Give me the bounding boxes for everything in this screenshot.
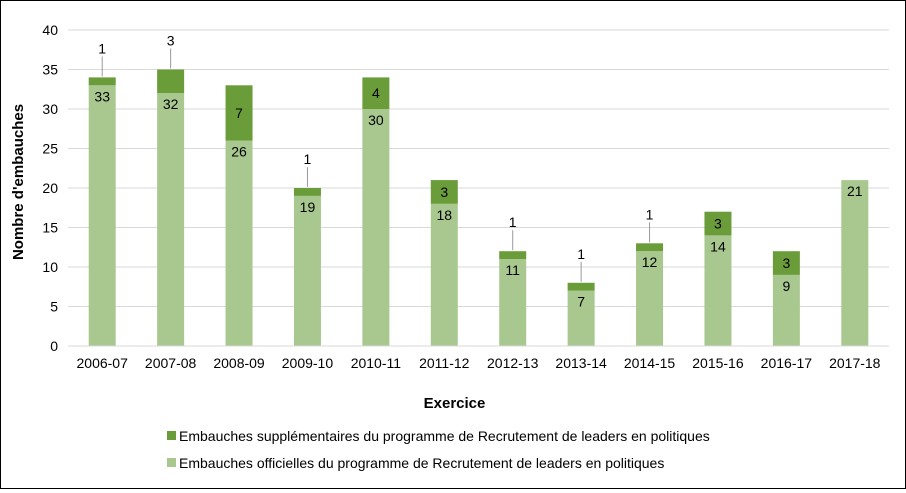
gridlines [68,29,889,307]
x-tick-label: 2008-09 [213,355,265,371]
bar-supplementary [293,188,321,196]
data-label-official: 11 [505,262,520,278]
bar-supplementary [636,243,664,252]
data-label-official: 19 [300,199,316,215]
bar-official [225,140,253,346]
x-axis-title: Exercice [424,395,486,412]
y-tick-label: 35 [42,62,58,78]
y-tick-label: 10 [42,259,58,275]
bar-official [430,203,458,346]
x-tick-label: 2016-17 [761,355,813,371]
data-label-supplementary: 3 [167,33,175,49]
data-label-official: 14 [710,238,726,254]
data-label-official: 12 [642,254,658,270]
x-tick-label: 2015-16 [692,355,744,371]
y-axis-ticks: 0 5 10 15 20 25 30 35 40 [42,22,58,354]
legend: Embauches supplémentaires du programme d… [167,428,710,471]
y-tick-label: 30 [42,101,58,117]
bars [88,69,869,347]
x-tick-label: 2017-18 [829,355,881,371]
data-label-supplementary: 1 [509,214,517,230]
bar-official [636,251,664,346]
y-tick-label: 5 [50,299,58,315]
bar-official [157,93,185,346]
y-tick-label: 20 [42,180,58,196]
bar-supplementary [499,251,527,260]
legend-swatch [167,431,176,440]
x-tick-label: 2010-11 [351,355,402,371]
data-label-official: 21 [847,183,863,199]
x-tick-label: 2012-13 [487,355,539,371]
data-label-official: 32 [163,96,179,112]
data-label-supplementary: 3 [714,216,722,232]
bar-official [567,290,595,346]
bar-supplementary [362,77,390,109]
legend-swatch [167,458,176,467]
x-tick-label: 2006-07 [77,355,129,371]
data-label-supplementary: 7 [235,105,243,121]
bar-official [88,85,116,347]
y-axis-title: Nombre d'embauches [10,104,27,260]
data-label-supplementary: 3 [782,255,790,271]
x-tick-label: 2014-15 [624,355,676,371]
data-label-supplementary: 1 [304,151,312,167]
y-tick-label: 15 [42,220,58,236]
x-tick-label: 2007-08 [145,355,197,371]
bar-official [841,180,869,346]
y-tick-label: 25 [42,141,58,157]
legend-label: Embauches supplémentaires du programme d… [179,428,710,444]
legend-label: Embauches officielles du programme de Re… [179,455,664,471]
data-label-official: 33 [94,88,110,104]
bar-official [362,109,390,346]
data-label-supplementary: 3 [440,184,448,200]
bar-supplementary [704,211,732,236]
bar-supplementary [772,251,800,275]
bar-supplementary [567,282,595,291]
data-label-supplementary: 4 [372,85,380,101]
bar-supplementary [88,77,116,86]
bar-official [499,259,527,346]
data-label-official: 7 [577,294,585,310]
data-label-official: 26 [231,144,247,160]
data-label-official: 30 [368,112,384,128]
data-label-official: 9 [782,278,790,294]
x-tick-label: 2011-12 [419,355,470,371]
bar-official [293,195,321,346]
y-tick-label: 0 [50,338,58,354]
x-tick-label: 2013-14 [555,355,607,371]
y-tick-label: 40 [42,22,58,38]
data-label-supplementary: 1 [646,206,654,222]
bar-supplementary [430,180,458,204]
bar-supplementary [157,69,185,94]
bar-official [772,274,800,346]
data-label-supplementary: 1 [577,246,585,262]
bar-official [704,235,732,346]
bar-supplementary [225,85,253,141]
x-tick-label: 2009-10 [282,355,334,371]
data-label-official: 18 [437,207,453,223]
data-label-supplementary: 1 [98,40,106,56]
x-axis-ticks: 2006-07 2007-08 2008-09 2009-10 2010-11 2011-… [77,355,881,371]
